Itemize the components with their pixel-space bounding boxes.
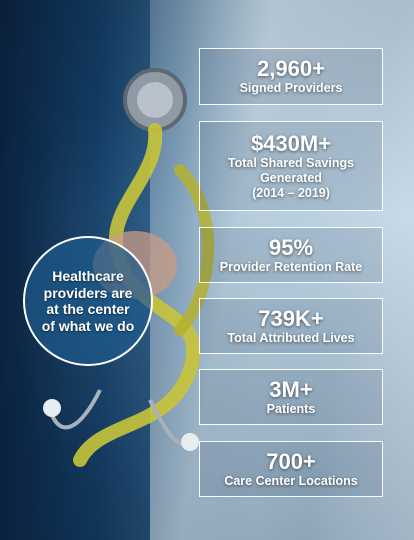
mission-text: Healthcare providers are at the center o… (41, 268, 135, 334)
stat-value: $430M+ (250, 130, 332, 156)
stat-label: Total Attributed Lives (227, 330, 355, 345)
stat-patients: 3M+ Patients (199, 369, 383, 425)
stat-value: 739K+ (258, 305, 324, 331)
stat-label: Patients (266, 401, 316, 416)
stat-sublabel: (2014 – 2019) (252, 185, 330, 200)
stat-care-locations: 700+ Care Center Locations (199, 441, 383, 497)
stat-retention-rate: 95% Provider Retention Rate (199, 227, 383, 283)
stat-value: 2,960+ (257, 56, 325, 81)
stat-attributed-lives: 739K+ Total Attributed Lives (199, 298, 383, 354)
stat-value: 95% (268, 234, 314, 260)
stat-label: Total Shared Savings Generated (227, 155, 355, 185)
stat-label: Provider Retention Rate (219, 259, 363, 274)
stat-label: Care Center Locations (224, 473, 358, 488)
stat-label: Signed Providers (239, 81, 343, 95)
stat-value: 3M+ (269, 376, 313, 402)
stat-shared-savings: $430M+ Total Shared Savings Generated (2… (199, 121, 383, 211)
stat-value: 700+ (266, 448, 316, 474)
mission-circle: Healthcare providers are at the center o… (23, 236, 153, 366)
stat-signed-providers: 2,960+ Signed Providers (199, 48, 383, 105)
